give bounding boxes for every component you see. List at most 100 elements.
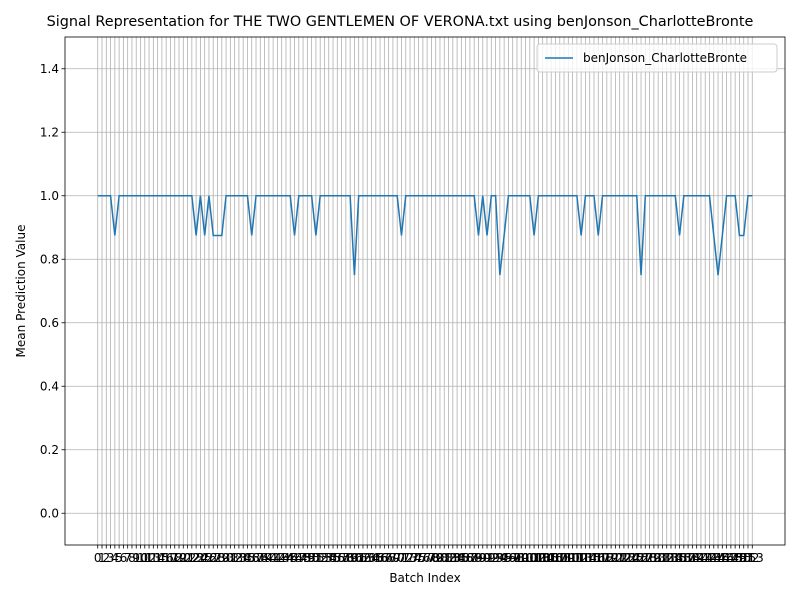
x-tick-label: 72	[398, 551, 413, 565]
x-tick-label: 19	[171, 551, 186, 565]
x-tick-label: 128	[634, 551, 657, 565]
x-tick-label: 56	[330, 551, 345, 565]
x-tick-label: 87	[462, 551, 477, 565]
x-tick-label: 61	[351, 551, 366, 565]
x-tick-label: 22	[184, 551, 199, 565]
x-tick-label: 9	[132, 551, 140, 565]
x-tick-label: 6	[120, 551, 128, 565]
x-tick-label: 108	[548, 551, 571, 565]
x-tick-label: 35	[240, 551, 255, 565]
x-tick-label: 70	[390, 551, 405, 565]
x-tick-label: 77	[419, 551, 434, 565]
x-tick-label: 34	[236, 551, 251, 565]
x-tick-label: 53	[317, 551, 332, 565]
chart-title: Signal Representation for THE TWO GENTLE…	[47, 14, 754, 30]
x-tick-label: 42	[270, 551, 285, 565]
x-tick-label: 84	[449, 551, 464, 565]
x-tick-label: 93	[488, 551, 503, 565]
x-tick-label: 37	[248, 551, 263, 565]
x-tick-label: 54	[321, 551, 336, 565]
y-tick-label: 0.4	[40, 379, 59, 393]
x-tick-label: 103	[527, 551, 550, 565]
x-tick-label: 23	[188, 551, 203, 565]
x-tick-label: 137	[672, 551, 695, 565]
x-tick-label: 27	[206, 551, 221, 565]
x-tick-label: 149	[724, 551, 747, 565]
x-tick-label: 122	[608, 551, 631, 565]
x-tick-label: 64	[364, 551, 379, 565]
x-tick-label: 43	[274, 551, 289, 565]
x-tick-label: 12	[141, 551, 156, 565]
y-tick-label: 0.8	[40, 252, 59, 266]
x-tick-label: 151	[732, 551, 755, 565]
x-tick-label: 131	[647, 551, 670, 565]
x-tick-label: 30	[218, 551, 233, 565]
x-tick-label: 125	[621, 551, 644, 565]
x-tick-label: 91	[479, 551, 494, 565]
x-tick-label: 65	[368, 551, 383, 565]
x-tick-label: 5	[115, 551, 123, 565]
x-tick-label: 57	[334, 551, 349, 565]
x-tick-label: 100	[514, 551, 537, 565]
x-tick-label: 59	[342, 551, 357, 565]
x-tick-label: 133	[655, 551, 678, 565]
x-tick-label: 15	[154, 551, 169, 565]
x-tick-label: 71	[394, 551, 409, 565]
x-tick-label: 44	[278, 551, 293, 565]
x-tick-label: 26	[201, 551, 216, 565]
y-tick-label: 1.2	[40, 125, 59, 139]
x-tick-label: 97	[505, 551, 520, 565]
x-tick-label: 130	[642, 551, 665, 565]
x-tick-label: 145	[707, 551, 730, 565]
x-tick-label: 92	[484, 551, 499, 565]
x-tick-label: 25	[197, 551, 212, 565]
x-tick-label: 48	[295, 551, 310, 565]
x-tick-label: 39	[257, 551, 272, 565]
x-tick-label: 58	[338, 551, 353, 565]
x-tick-label: 31	[223, 551, 238, 565]
x-tick-label: 29	[214, 551, 229, 565]
x-tick-label: 141	[689, 551, 712, 565]
x-tick-label: 49	[300, 551, 315, 565]
x-tick-label: 4	[111, 551, 119, 565]
x-tick-label: 118	[591, 551, 614, 565]
x-tick-label: 105	[535, 551, 558, 565]
x-tick-label: 78	[424, 551, 439, 565]
x-tick-label: 73	[402, 551, 417, 565]
x-tick-label: 119	[595, 551, 618, 565]
x-tick-label: 40	[261, 551, 276, 565]
x-tick-label: 7	[124, 551, 132, 565]
x-tick-label: 3	[107, 551, 115, 565]
legend-label: benJonson_CharlotteBronte	[583, 51, 747, 65]
x-tick-label: 24	[193, 551, 208, 565]
x-tick-label: 62	[355, 551, 370, 565]
x-tick-label: 129	[638, 551, 661, 565]
legend-box	[536, 43, 778, 73]
x-tick-label: 55	[325, 551, 340, 565]
x-tick-label: 116	[583, 551, 606, 565]
x-tick-label: 136	[668, 551, 691, 565]
x-tick-label: 111	[561, 551, 584, 565]
x-tick-label: 74	[407, 551, 422, 565]
x-tick-label: 132	[651, 551, 674, 565]
x-tick-label: 8	[128, 551, 136, 565]
x-tick-label: 112	[565, 551, 588, 565]
x-tick-label: 102	[523, 551, 546, 565]
x-tick-label: 95	[497, 551, 512, 565]
x-tick-label: 0	[94, 551, 102, 565]
x-tick-label: 86	[458, 551, 473, 565]
x-tick-label: 90	[475, 551, 490, 565]
x-tick-label: 16	[159, 551, 174, 565]
x-tick-label: 20	[176, 551, 191, 565]
x-tick-label: 99	[514, 551, 529, 565]
x-tick-label: 89	[471, 551, 486, 565]
x-tick-label: 88	[467, 551, 482, 565]
x-tick-label: 66	[372, 551, 387, 565]
y-tick-label: 0.6	[40, 316, 59, 330]
x-tick-label: 11	[137, 551, 152, 565]
x-tick-label: 143	[698, 551, 721, 565]
x-tick-label: 79	[428, 551, 443, 565]
x-tick-label: 134	[660, 551, 683, 565]
